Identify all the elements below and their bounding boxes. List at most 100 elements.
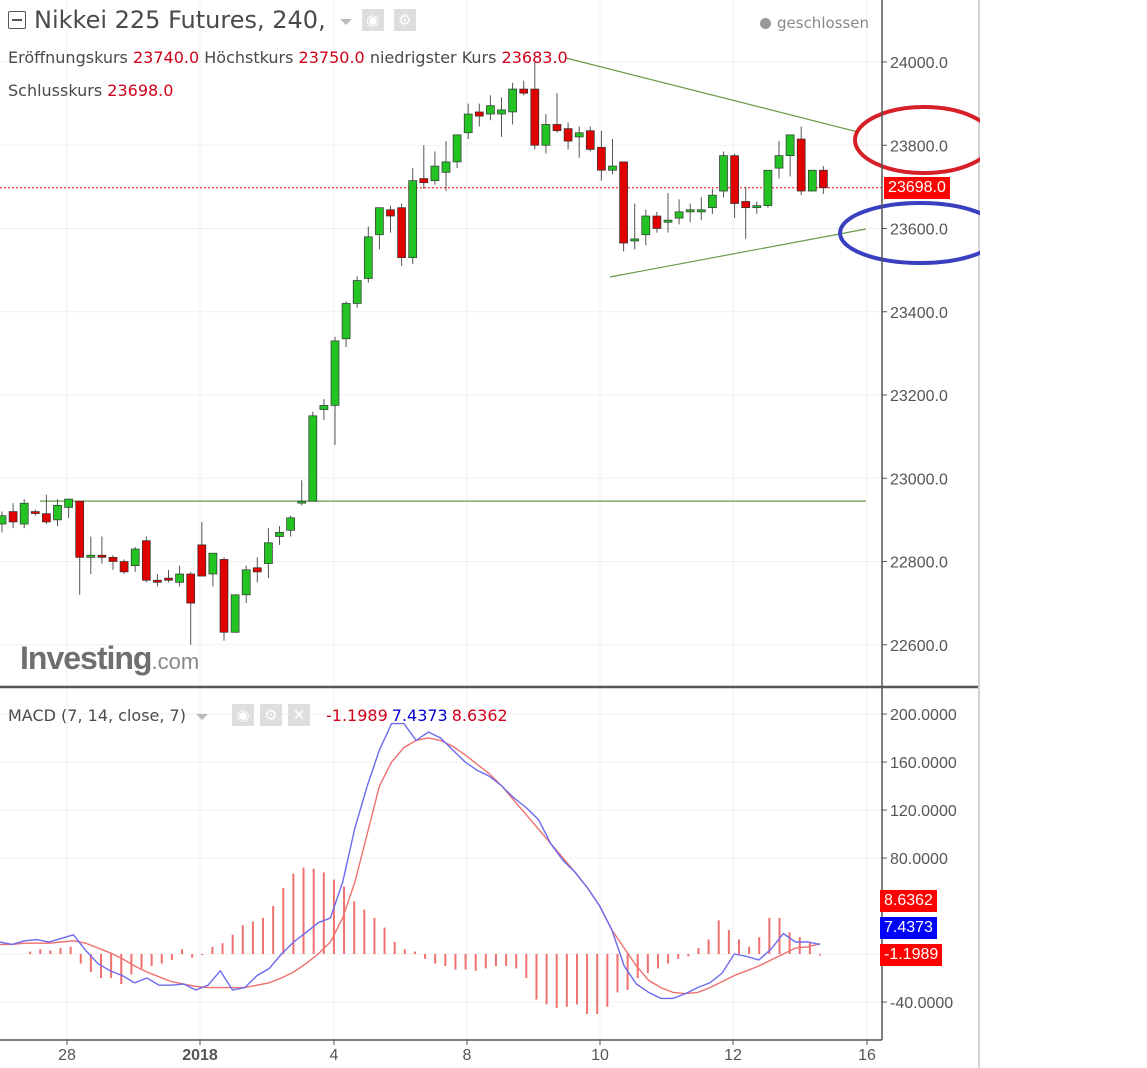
support-ellipse[interactable] [838, 201, 980, 265]
time-tick-label: 12 [724, 1047, 742, 1064]
candle[interactable] [341, 301, 351, 348]
close-icon[interactable]: ✕ [287, 704, 310, 726]
candle[interactable] [597, 130, 606, 181]
candle-body-down [164, 577, 173, 581]
candle[interactable] [42, 494, 51, 525]
candle[interactable] [552, 93, 562, 133]
candle[interactable] [75, 500, 85, 595]
candle[interactable] [397, 203, 406, 266]
candle[interactable] [386, 205, 395, 233]
candle[interactable] [474, 103, 484, 127]
candle[interactable] [119, 559, 129, 574]
candle[interactable] [785, 134, 795, 177]
candle[interactable] [619, 161, 628, 252]
candle-body-up [375, 207, 384, 236]
candle[interactable] [608, 139, 617, 175]
candle[interactable] [241, 565, 251, 604]
candle[interactable] [486, 95, 495, 121]
candle[interactable] [175, 565, 184, 587]
candle[interactable] [685, 203, 695, 223]
resistance-ellipse[interactable] [853, 105, 980, 175]
candle[interactable] [519, 80, 529, 96]
candle[interactable] [497, 97, 506, 137]
eye-icon[interactable]: ◉ [231, 704, 254, 726]
candle[interactable] [319, 399, 329, 420]
candle[interactable] [197, 521, 207, 577]
candle[interactable] [741, 186, 751, 239]
candle[interactable] [585, 126, 595, 152]
candle[interactable] [452, 134, 462, 169]
chart-container[interactable]: 24000.0 23800.0 23600.0 23400.0 23200.0 23000… [0, 0, 980, 1068]
candle[interactable] [308, 411, 318, 502]
candle[interactable] [0, 511, 7, 533]
candle[interactable] [352, 276, 362, 308]
candle[interactable] [696, 197, 706, 221]
candle[interactable] [719, 151, 728, 198]
candle[interactable] [408, 168, 418, 264]
candle[interactable] [674, 199, 684, 225]
macd-header: MACD (7, 14, close, 7) ◉ ⚙ ✕ -1.1989 7.4… [8, 704, 508, 726]
candle[interactable] [796, 126, 806, 196]
chevron-down-icon[interactable] [195, 714, 208, 720]
candle[interactable] [574, 126, 584, 158]
candle[interactable] [86, 536, 96, 574]
candle[interactable] [330, 336, 340, 445]
candle[interactable] [708, 188, 717, 214]
candle[interactable] [297, 480, 307, 506]
candle[interactable] [252, 557, 262, 583]
candle[interactable] [819, 166, 828, 194]
candle[interactable] [264, 528, 273, 579]
candle[interactable] [530, 62, 540, 150]
resistance-trendline[interactable] [565, 57, 859, 133]
candle-body-down [42, 513, 51, 523]
support-trendline[interactable] [609, 228, 867, 278]
candle[interactable] [19, 499, 29, 529]
eye-icon[interactable]: ◉ [361, 9, 384, 31]
candle[interactable] [752, 201, 762, 214]
candle[interactable] [774, 141, 784, 179]
gear-icon[interactable]: ⚙ [259, 704, 282, 726]
candle[interactable] [430, 151, 440, 185]
chart-canvas[interactable]: 24000.0 23800.0 23600.0 23400.0 23200.0 23000… [0, 0, 980, 1068]
candle[interactable] [807, 169, 817, 192]
candle[interactable] [419, 145, 429, 189]
candle[interactable] [375, 207, 384, 250]
candle[interactable] [30, 509, 40, 516]
candle[interactable] [53, 499, 62, 527]
candle[interactable] [275, 526, 284, 545]
candle[interactable] [141, 536, 151, 583]
candle[interactable] [108, 555, 118, 570]
candle[interactable] [630, 203, 640, 250]
candle[interactable] [186, 571, 196, 645]
candle[interactable] [97, 536, 107, 564]
collapse-icon[interactable] [8, 11, 26, 29]
candle[interactable] [730, 153, 739, 219]
candle[interactable] [286, 515, 295, 537]
candle[interactable] [541, 114, 551, 154]
candle[interactable] [563, 122, 573, 150]
candle[interactable] [641, 209, 651, 246]
candle-body-down [108, 556, 118, 562]
candle[interactable] [652, 211, 662, 233]
candle[interactable] [153, 573, 162, 587]
candle[interactable] [763, 169, 773, 208]
candle[interactable] [164, 569, 173, 583]
candle-body-up [752, 205, 762, 208]
candle[interactable] [663, 193, 673, 233]
candle[interactable] [64, 498, 73, 518]
candle-body-down [819, 169, 828, 189]
candle[interactable] [441, 141, 451, 192]
candle[interactable] [463, 103, 473, 140]
candle[interactable] [219, 557, 229, 641]
chevron-down-icon[interactable] [339, 19, 352, 25]
candle[interactable] [130, 546, 140, 572]
candle[interactable] [363, 226, 373, 283]
candle[interactable] [208, 552, 218, 587]
candle[interactable] [508, 82, 517, 125]
gear-icon[interactable]: ⚙ [393, 9, 416, 31]
high-label: Höchstkurs [204, 48, 294, 67]
candle[interactable] [8, 503, 18, 529]
candle-body-down [796, 138, 806, 192]
candle[interactable] [230, 594, 240, 633]
candle-body-down [141, 540, 151, 581]
